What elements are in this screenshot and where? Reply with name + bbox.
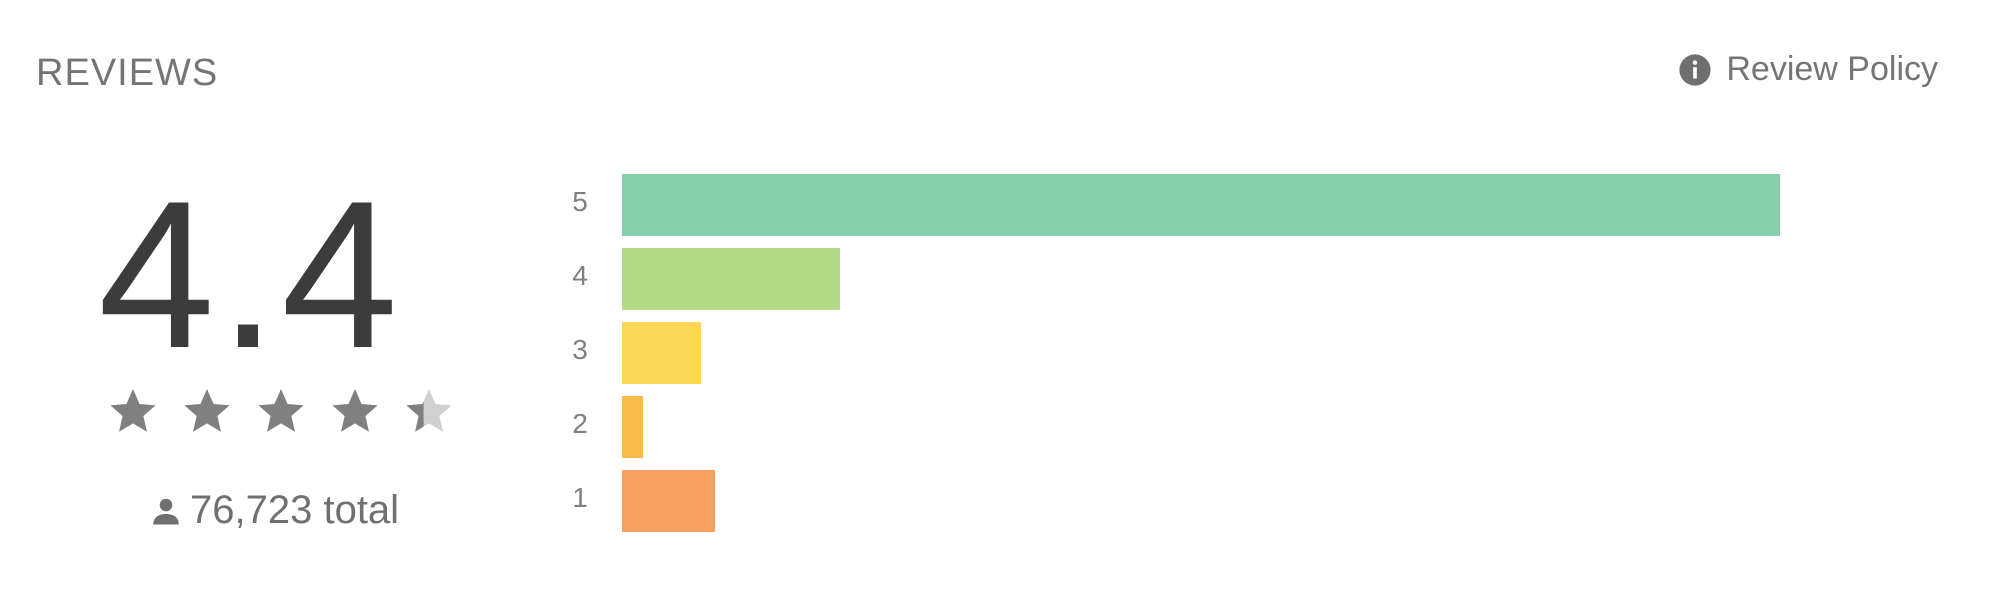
star-full-icon (332, 388, 378, 432)
histogram-bar-5 (622, 174, 1780, 236)
histogram-label: 5 (572, 186, 588, 217)
total-reviews: 76,723 total (148, 488, 399, 533)
histogram-row-5: 5 (560, 174, 1820, 236)
histogram-label: 4 (572, 260, 588, 291)
section-title: REVIEWS (36, 52, 219, 94)
person-icon (153, 498, 179, 524)
histogram-bar-1 (622, 470, 715, 532)
histogram-row-2: 2 (560, 396, 1820, 458)
histogram-label: 3 (572, 334, 588, 365)
total-reviews-text: 76,723 total (190, 488, 400, 532)
histogram-bar-4 (622, 248, 840, 310)
average-rating: 4.4 (98, 157, 402, 392)
score-block: 4.4 (70, 170, 490, 380)
info-icon (1679, 53, 1711, 86)
review-policy-label: Review Policy (1726, 50, 1938, 88)
histogram-bar-3 (622, 322, 701, 384)
histogram-label: 2 (572, 408, 588, 439)
histogram-row-3: 3 (560, 322, 1820, 384)
histogram-row-4: 4 (560, 248, 1820, 310)
star-full-icon (184, 388, 230, 432)
histogram-label: 1 (572, 482, 588, 513)
star-full-icon (110, 388, 156, 432)
histogram-bar-2 (622, 396, 643, 458)
rating-histogram: 5 4 3 2 1 (560, 174, 1820, 544)
star-full-icon (258, 388, 304, 432)
review-policy-link[interactable]: Review Policy (1678, 50, 1938, 89)
histogram-row-1: 1 (560, 470, 1820, 532)
star-half-icon (406, 388, 452, 432)
star-rating (106, 384, 456, 438)
